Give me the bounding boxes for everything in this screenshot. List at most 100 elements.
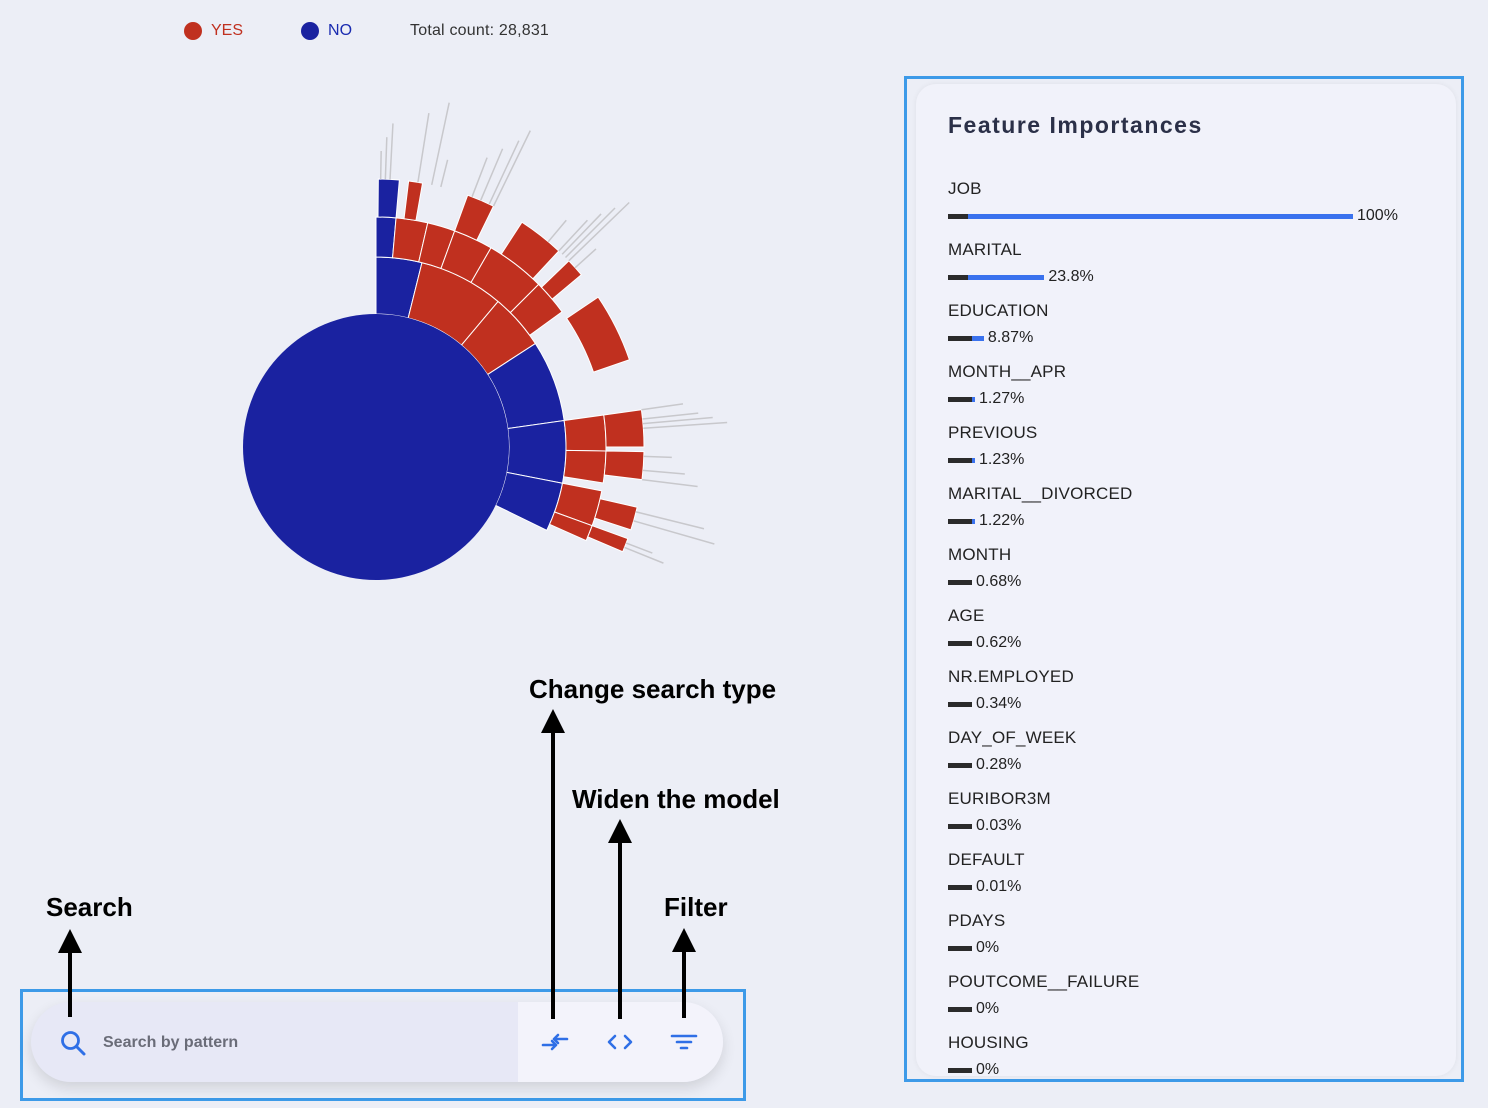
feature-name: PDAYS (948, 911, 1006, 930)
feature-bar (948, 213, 1353, 219)
feature-value: 0.28% (976, 756, 1022, 773)
sunburst-leaf-line (624, 546, 664, 564)
feature-bar (948, 274, 1045, 280)
feature-row: JOB 100% (948, 178, 1428, 239)
feature-name: MARITAL__DIVORCED (948, 484, 1133, 503)
arrow-filter (672, 928, 696, 1018)
sunburst-tree-chart[interactable] (0, 0, 900, 640)
feature-bar (948, 884, 972, 890)
feature-bar-row: 0% (948, 1059, 1428, 1076)
feature-bar-row: 0.28% (948, 754, 1428, 776)
feature-row: HOUSING 0% (948, 1032, 1428, 1076)
feature-row: DEFAULT 0.01% (948, 849, 1428, 910)
feature-row: MONTH 0.68% (948, 544, 1428, 605)
yes-dot-icon (184, 22, 202, 40)
search-input[interactable] (101, 1030, 485, 1056)
annotation-search: Search (46, 892, 133, 922)
sunburst-leaf-line (480, 148, 504, 201)
feature-value: 0% (976, 1061, 1000, 1076)
feature-value: 1.27% (979, 390, 1025, 407)
feature-value: 1.22% (979, 512, 1025, 529)
sunburst-segment[interactable] (563, 414, 607, 452)
feature-bar-row: 1.27% (948, 388, 1428, 410)
legend-no[interactable]: NO (301, 22, 352, 40)
feature-bar-row: 0.62% (948, 632, 1428, 654)
sunburst-leaf-line (547, 219, 567, 243)
arrow-change-search-type (541, 709, 565, 1019)
sunburst-segment[interactable] (563, 449, 607, 484)
sunburst-leaf-line (389, 123, 394, 180)
total-count: Total count: 28,831 (410, 22, 550, 39)
feature-bar (948, 457, 975, 463)
feature-bar-row: 0% (948, 998, 1428, 1020)
feature-name: AGE (948, 606, 985, 625)
sunburst-segment[interactable] (603, 450, 645, 481)
feature-row: AGE 0.62% (948, 605, 1428, 666)
feature-value: 0.68% (976, 573, 1022, 590)
feature-bar (948, 518, 975, 524)
swap-arrows-icon[interactable] (540, 1028, 570, 1056)
legend-yes[interactable]: YES (184, 22, 243, 40)
feature-row: PDAYS 0% (948, 910, 1428, 971)
root-node[interactable] (243, 314, 509, 580)
sunburst-segment[interactable] (565, 296, 631, 373)
feature-bar (948, 396, 975, 402)
sunburst-leaf-line (642, 416, 713, 425)
chart-legend: YES NO Total count: 28,831 (184, 22, 549, 40)
feature-row: MARITAL__DIVORCED 1.22% (948, 483, 1428, 544)
filter-lines-icon[interactable] (669, 1028, 699, 1056)
feature-bar-row: 0% (948, 937, 1428, 959)
sunburst-segment[interactable] (540, 260, 583, 300)
no-dot-icon (301, 22, 320, 40)
feature-bar (948, 640, 972, 646)
sunburst-leaf-line (417, 113, 430, 183)
feature-bar (948, 1006, 972, 1012)
sunburst-segment[interactable] (454, 194, 495, 241)
sunburst-leaf-line (384, 137, 388, 180)
code-brackets-icon[interactable] (605, 1028, 635, 1056)
feature-bar (948, 1067, 972, 1073)
feature-name: PREVIOUS (948, 423, 1038, 442)
annotation-change-search-type: Change search type (529, 674, 777, 704)
sunburst-segment[interactable] (403, 180, 424, 222)
feature-row: PREVIOUS 1.23% (948, 422, 1428, 483)
annotation-filter: Filter (664, 892, 728, 922)
sunburst-leaf-line (635, 511, 705, 530)
feature-bar-row: 0.01% (948, 876, 1428, 898)
sunburst-leaf-line (488, 140, 520, 205)
sunburst-leaf-line (574, 248, 597, 269)
legend-no-label: NO (328, 22, 353, 39)
sunburst-leaf-line (633, 520, 715, 545)
panel-title: Feature Importances (948, 112, 1203, 138)
feature-name: DEFAULT (948, 850, 1025, 869)
sunburst-leaf-line (568, 201, 630, 262)
feature-name: DAY_OF_WEEK (948, 728, 1077, 747)
feature-bar (948, 335, 984, 341)
feature-list: JOB 100% MARITAL 23.8% EDUCATION 8.87% MONTH__… (948, 178, 1428, 1076)
feature-name: EURIBOR3M (948, 789, 1051, 808)
sunburst-segment[interactable] (377, 178, 400, 219)
feature-row: DAY_OF_WEEK 0.28% (948, 727, 1428, 788)
sunburst-leaf-line (561, 213, 602, 255)
feature-name: NR.EMPLOYED (948, 667, 1074, 686)
sunburst-leaf-line (642, 469, 685, 475)
sunburst-segment[interactable] (587, 525, 629, 553)
sunburst-segment[interactable] (603, 409, 645, 448)
sunburst-segment[interactable] (594, 498, 638, 531)
feature-row: MARITAL 23.8% (948, 239, 1428, 300)
feature-name: MARITAL (948, 240, 1022, 259)
feature-row: MONTH__APR 1.27% (948, 361, 1428, 422)
feature-name: MONTH (948, 545, 1012, 564)
feature-row: NR.EMPLOYED 0.34% (948, 666, 1428, 727)
feature-value: 0% (976, 1000, 1000, 1017)
sunburst-segment[interactable] (509, 283, 563, 337)
feature-value: 0.03% (976, 817, 1022, 834)
search-icon[interactable] (59, 1029, 87, 1057)
arrow-widen-model (608, 819, 632, 1019)
feature-value: 23.8% (1048, 268, 1094, 285)
legend-yes-label: YES (211, 22, 244, 39)
feature-row: POUTCOME__FAILURE 0% (948, 971, 1428, 1032)
feature-name: POUTCOME__FAILURE (948, 972, 1140, 991)
feature-panel-highlight (904, 76, 1464, 1082)
sunburst-leaf-line (642, 412, 699, 420)
